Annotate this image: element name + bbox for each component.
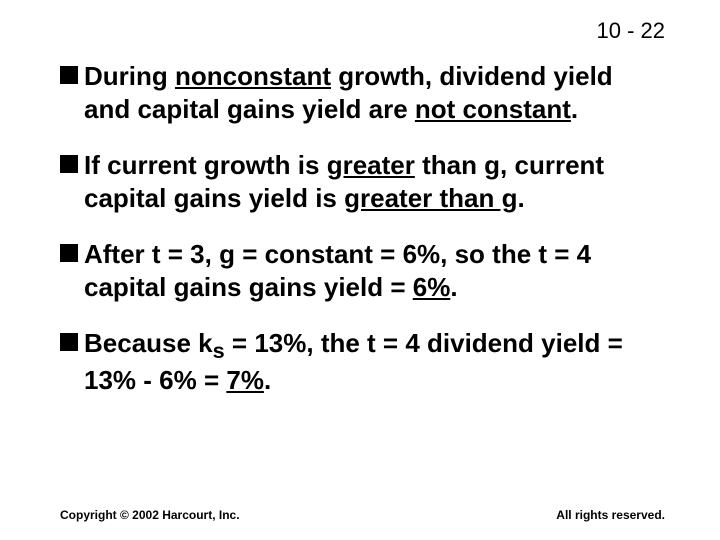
bullet-square-icon — [60, 333, 78, 351]
bullet-item: Because ks = 13%, the t = 4 dividend yie… — [60, 327, 665, 397]
bullet-item: During nonconstant growth, dividend yiel… — [60, 60, 665, 125]
text-run: . — [264, 365, 271, 395]
text-run: . — [450, 272, 457, 302]
page-number: 10 - 22 — [597, 18, 666, 44]
text-underline: nonconstant — [175, 61, 331, 91]
footer: Copyright © 2002 Harcourt, Inc. All righ… — [60, 508, 665, 522]
bullet-square-icon — [60, 66, 78, 84]
text-underline: 7% — [226, 365, 264, 395]
bullet-text: During nonconstant growth, dividend yiel… — [84, 60, 665, 125]
bullet-item: After t = 3, g = constant = 6%, so the t… — [60, 238, 665, 303]
text-run: If current growth is — [84, 150, 327, 180]
text-underline: 6% — [413, 272, 451, 302]
subscript: s — [213, 338, 225, 363]
text-run: During — [84, 61, 175, 91]
text-run: . — [517, 183, 524, 213]
bullet-text: Because ks = 13%, the t = 4 dividend yie… — [84, 327, 665, 397]
text-underline: greater — [327, 150, 415, 180]
text-underline: not constant — [415, 94, 571, 124]
rights-text: All rights reserved. — [556, 508, 665, 522]
text-run: . — [571, 94, 578, 124]
slide-content: During nonconstant growth, dividend yiel… — [60, 60, 665, 421]
bullet-text: If current growth is greater than g, cur… — [84, 149, 665, 214]
copyright-text: Copyright © 2002 Harcourt, Inc. — [60, 508, 240, 522]
bullet-text: After t = 3, g = constant = 6%, so the t… — [84, 238, 665, 303]
bullet-square-icon — [60, 155, 78, 173]
text-run: After t = 3, g = constant = 6%, so the t… — [84, 239, 591, 302]
bullet-item: If current growth is greater than g, cur… — [60, 149, 665, 214]
text-run: Because k — [84, 328, 213, 358]
text-underline: greater than g — [344, 183, 517, 213]
bullet-square-icon — [60, 244, 78, 262]
